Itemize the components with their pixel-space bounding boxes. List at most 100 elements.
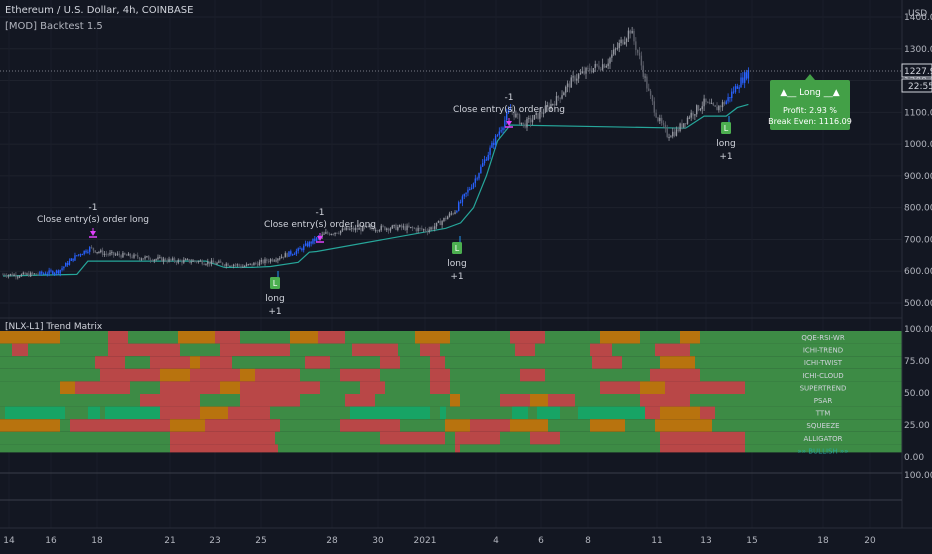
price-tick-label[interactable]: 1300.00 <box>904 45 932 55</box>
candle-body <box>117 254 118 255</box>
time-tick-label[interactable]: 21 <box>164 536 175 546</box>
time-tick-label[interactable]: 28 <box>326 536 338 546</box>
candle-body <box>495 136 496 145</box>
matrix-cell <box>290 344 352 357</box>
candle-body <box>382 226 383 227</box>
candle-body <box>78 254 79 255</box>
matrix-cell <box>75 381 130 394</box>
matrix-cell <box>5 407 65 420</box>
candle-body <box>655 113 656 118</box>
candle-body <box>683 123 684 127</box>
price-tick-label[interactable]: 1100.00 <box>904 108 932 118</box>
matrix-cell <box>640 394 690 407</box>
candle-body <box>150 260 151 261</box>
time-tick-label[interactable]: 13 <box>700 536 711 546</box>
candle-body <box>615 49 616 50</box>
matrix-tick-label[interactable]: 50.00 <box>904 389 930 399</box>
candle-body <box>122 253 123 257</box>
matrix-cell <box>380 369 430 382</box>
time-tick-label[interactable]: 18 <box>91 536 103 546</box>
time-tick-label[interactable]: 23 <box>209 536 220 546</box>
matrix-cell <box>700 407 715 420</box>
candle-body <box>183 260 184 263</box>
matrix-cell <box>420 344 440 357</box>
candle-body <box>436 223 437 227</box>
candle-body <box>76 255 77 256</box>
matrix-cell <box>528 407 537 420</box>
candle-body <box>744 72 745 83</box>
matrix-cell <box>95 356 125 369</box>
price-tick-label[interactable]: 800.00 <box>904 204 932 214</box>
time-tick-label[interactable]: 18 <box>817 536 829 546</box>
candle-body <box>379 230 380 231</box>
candle-body <box>227 264 228 266</box>
candle-body <box>746 72 747 78</box>
time-tick-label[interactable]: 8 <box>585 536 591 546</box>
matrix-cell <box>130 381 160 394</box>
matrix-cell <box>105 407 160 420</box>
candle-body <box>679 124 680 132</box>
matrix-cell <box>345 394 375 407</box>
candle-body <box>98 252 99 253</box>
matrix-cell <box>88 407 100 420</box>
matrix-cell <box>150 356 190 369</box>
time-tick-label[interactable]: 16 <box>45 536 57 546</box>
price-tick-label[interactable]: 500.00 <box>904 299 932 309</box>
entry-badge-letter: L <box>273 279 278 288</box>
matrix-cell <box>500 432 530 445</box>
matrix-cell <box>650 369 700 382</box>
time-tick-label[interactable]: 30 <box>372 536 384 546</box>
matrix-cell <box>255 369 300 382</box>
matrix-cell <box>100 407 105 420</box>
matrix-tick-label[interactable]: 25.00 <box>904 421 930 431</box>
time-tick-label[interactable]: 14 <box>3 536 15 546</box>
time-tick-label[interactable]: 2021 <box>414 536 437 546</box>
candle-body <box>93 248 94 250</box>
candle-body <box>711 103 712 104</box>
position-box[interactable]: ▲__ Long __▲ Profit: 2.93 % Break Even: … <box>768 74 852 130</box>
matrix-tick-label[interactable]: 0.00 <box>904 453 924 463</box>
candle-body <box>231 266 232 267</box>
matrix-cell <box>515 344 535 357</box>
time-tick-label[interactable]: 4 <box>493 536 499 546</box>
matrix-tick-label[interactable]: 75.00 <box>904 357 930 367</box>
candle-body <box>189 259 190 262</box>
matrix-title[interactable]: [NLX-L1] Trend Matrix <box>5 322 102 332</box>
candle-body <box>205 264 206 265</box>
study-title[interactable]: [MOD] Backtest 1.5 <box>5 21 103 32</box>
time-tick-label[interactable]: 11 <box>651 536 662 546</box>
time-tick-label[interactable]: 6 <box>538 536 544 546</box>
candle-body <box>203 264 204 265</box>
candle-body <box>519 114 520 124</box>
candle-body <box>100 250 101 252</box>
lower-pane-tick-label[interactable]: 100.00 <box>904 471 932 481</box>
candle-body <box>181 261 182 263</box>
candle-body <box>157 257 158 259</box>
candle-body <box>619 43 620 48</box>
candle-body <box>133 255 134 258</box>
candle-body <box>687 118 688 124</box>
candle-body <box>488 155 489 160</box>
candle-body <box>270 259 271 262</box>
candle-body <box>423 229 424 230</box>
time-tick-label[interactable]: 25 <box>255 536 266 546</box>
price-tick-label[interactable]: 700.00 <box>904 235 932 245</box>
candle-body <box>167 261 168 262</box>
candle-body <box>720 106 721 107</box>
symbol-title[interactable]: Ethereum / U.S. Dollar, 4h, COINBASE <box>5 5 193 16</box>
matrix-tick-label[interactable]: 100.00 <box>904 325 932 335</box>
matrix-cell <box>455 444 460 452</box>
candle-body <box>333 234 334 235</box>
price-tick-label[interactable]: 900.00 <box>904 172 932 182</box>
time-tick-label[interactable]: 15 <box>746 536 757 546</box>
time-tick-label[interactable]: 20 <box>864 536 876 546</box>
candle-body <box>652 96 653 102</box>
candle-body <box>486 160 487 161</box>
price-tick-label[interactable]: 1000.00 <box>904 140 932 150</box>
candle-body <box>635 41 636 50</box>
candle-body <box>523 123 524 124</box>
trade-close-label: Close entry(s) order long <box>453 105 565 115</box>
price-tick-label[interactable]: 600.00 <box>904 267 932 277</box>
